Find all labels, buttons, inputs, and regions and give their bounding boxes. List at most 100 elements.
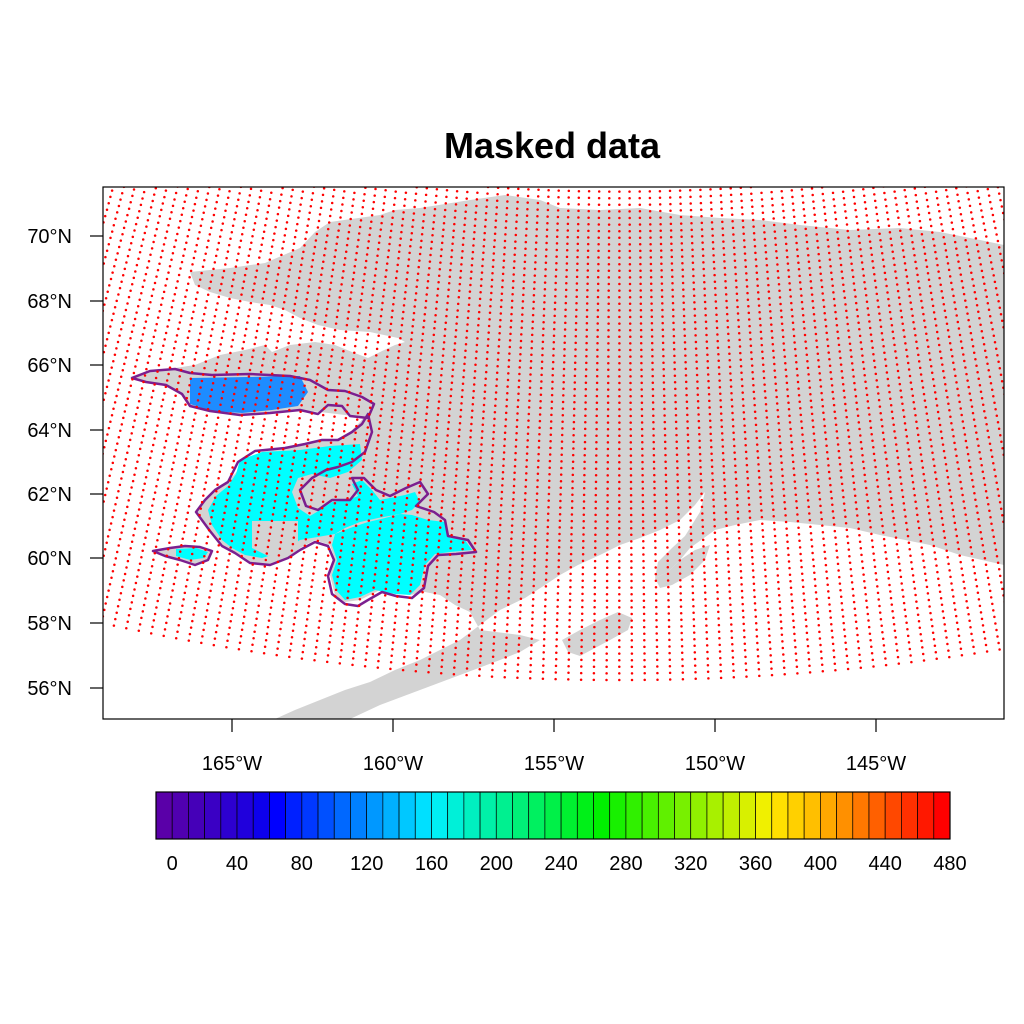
grid-point [691,254,694,258]
grid-point [451,514,455,517]
grid-point [648,203,652,206]
grid-point [119,239,123,242]
grid-point [806,366,810,370]
grid-point [470,416,474,419]
grid-point [481,264,484,268]
grid-point [919,453,923,456]
grid-point [640,381,643,385]
grid-point [297,350,300,353]
grid-point [839,263,843,267]
grid-point [688,506,692,509]
grid-point [401,317,404,320]
grid-point [699,466,702,469]
grid-point [689,512,692,516]
grid-point [576,229,580,232]
grid-point [814,332,818,336]
grid-point [503,444,506,448]
grid-point [349,217,352,221]
grid-point [853,494,857,498]
grid-point [492,252,496,255]
grid-point [759,330,763,334]
grid-point [403,516,407,520]
grid-point [850,355,853,359]
grid-point [662,354,665,358]
grid-point [481,416,485,420]
grid-point [419,246,423,249]
grid-point [850,362,854,365]
grid-point [307,431,311,435]
grid-point [971,278,974,281]
grid-point [587,223,590,226]
grid-point [428,266,431,270]
grid-point [963,433,967,436]
grid-point [227,559,230,562]
grid-point [497,338,501,342]
grid-point [877,398,881,402]
grid-point [289,555,293,559]
grid-point [296,222,299,226]
grid-point [425,187,429,190]
grid-point [923,566,926,569]
grid-point [170,413,173,417]
grid-point [299,570,303,574]
grid-point [172,401,176,404]
grid-point [442,347,445,351]
grid-point [395,184,398,187]
grid-point [905,528,909,531]
grid-point [795,241,798,245]
grid-point [992,535,995,539]
grid-point [334,322,338,325]
grid-point [430,485,433,489]
kenai-peninsula [655,545,710,588]
grid-point [117,245,121,249]
grid-point [326,301,330,304]
grid-point [653,473,656,477]
grid-point [103,214,107,218]
grid-point [452,229,455,232]
grid-point [352,444,356,448]
grid-point [434,585,437,589]
grid-point [826,338,829,341]
grid-point [141,434,145,438]
grid-point [895,276,898,280]
grid-point [998,574,1002,578]
grid-point [856,408,859,411]
grid-point [988,315,992,318]
grid-point [164,236,167,240]
grid-point [428,512,431,515]
grid-point [435,572,438,575]
grid-point [844,210,847,213]
grid-point [750,364,754,367]
grid-point [151,443,155,447]
grid-point [482,244,486,248]
grid-point [699,182,702,185]
grid-point [536,208,539,211]
grid-point [301,190,305,193]
grid-point [957,467,960,471]
grid-point [347,230,351,234]
grid-point [249,301,253,305]
grid-point [306,438,310,441]
grid-point [583,454,586,457]
grid-point [392,209,395,213]
grid-point [165,554,169,557]
grid-point [190,552,194,556]
grid-point [563,347,566,351]
grid-point [618,216,621,220]
grid-point [660,255,663,259]
grid-point [270,312,273,315]
grid-point [536,472,540,476]
grid-point [992,220,996,223]
grid-point [582,526,585,530]
grid-point [958,206,962,210]
grid-point [425,538,429,541]
grid-point [231,399,235,402]
grid-point [732,431,735,435]
grid-point [491,443,495,447]
grid-point [222,384,226,387]
grid-point [841,383,845,386]
grid-point [866,499,869,503]
grid-point [867,313,870,317]
grid-point [255,329,259,333]
grid-point [650,315,654,318]
